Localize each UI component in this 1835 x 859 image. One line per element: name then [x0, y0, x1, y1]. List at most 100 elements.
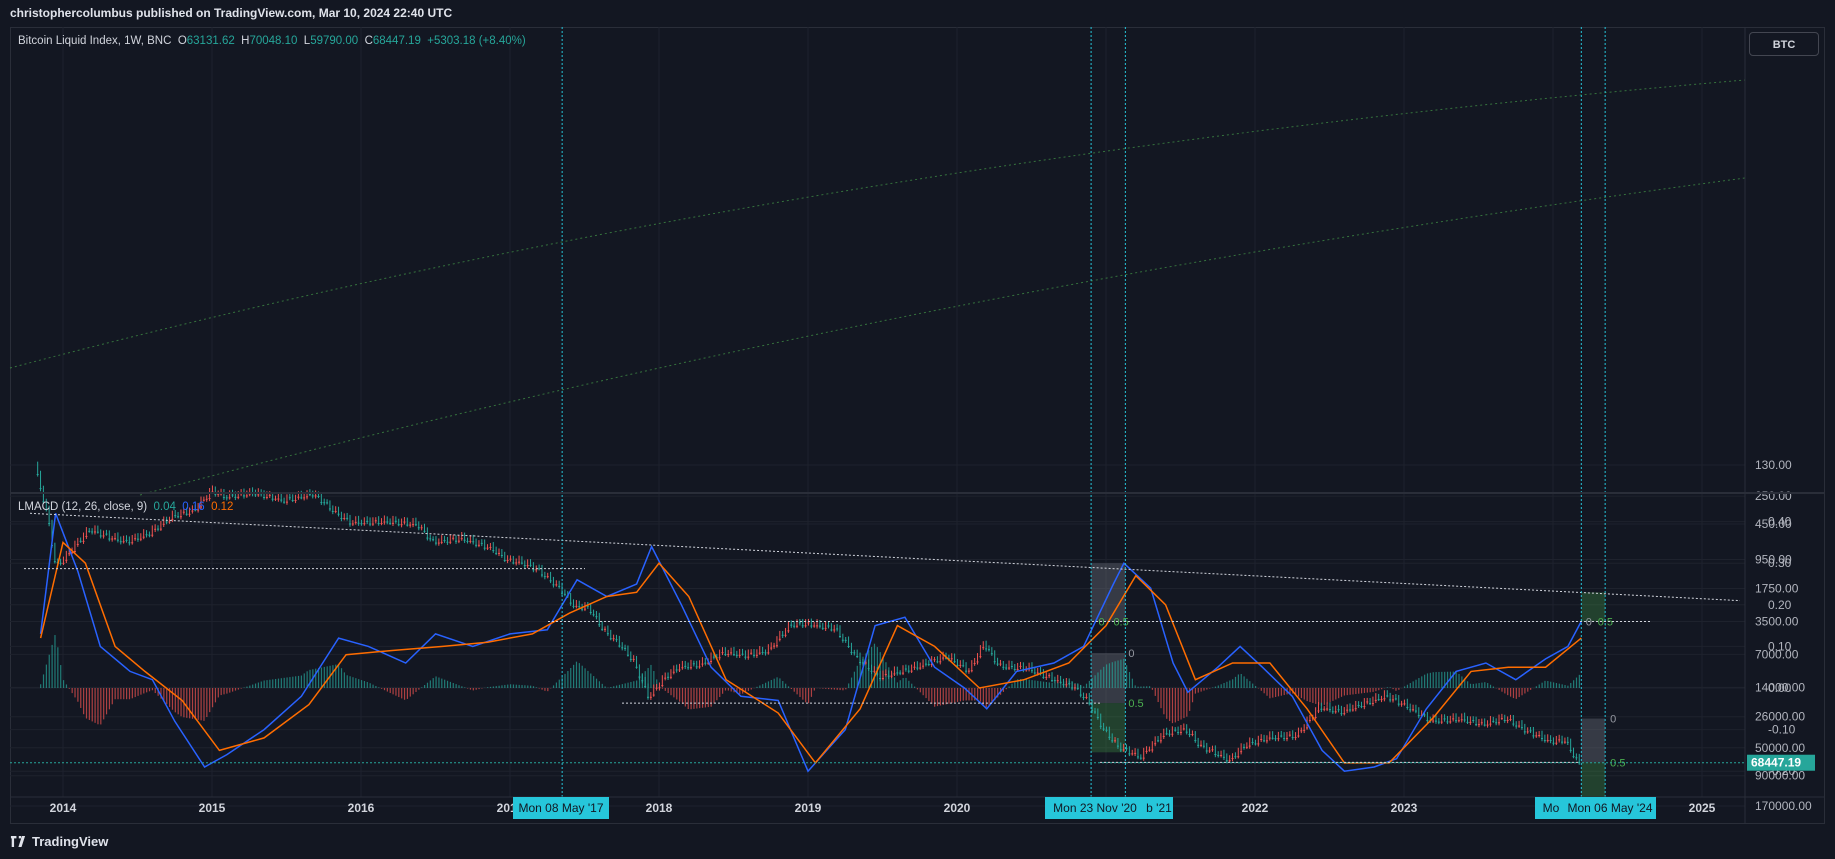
candle-body	[801, 625, 804, 627]
trend-channel	[9, 79, 1746, 496]
candle-body	[472, 541, 475, 543]
candle-body	[79, 540, 82, 542]
candle-body	[463, 539, 466, 541]
tradingview-logo[interactable]: TradingView	[10, 834, 108, 849]
candle-body	[515, 562, 518, 564]
candle-body	[1328, 709, 1331, 711]
candle-body	[973, 663, 976, 665]
candle-body	[727, 654, 730, 656]
candle-body	[1543, 740, 1546, 742]
candle-body	[1546, 740, 1549, 742]
candle-body	[114, 538, 117, 540]
candle-body	[460, 538, 463, 540]
candle-body	[744, 656, 747, 658]
candle-body	[1159, 740, 1162, 742]
candle-body	[495, 552, 498, 554]
candle-body	[225, 497, 228, 499]
candle-body	[383, 521, 386, 523]
high-label: H	[241, 35, 250, 47]
candle-body	[125, 539, 128, 541]
candle-body	[1437, 721, 1440, 723]
candle-body	[1486, 724, 1489, 726]
symbol-tag[interactable]: BTC	[1749, 32, 1819, 56]
candle-body	[283, 501, 286, 503]
candle-body	[1291, 737, 1294, 739]
indicator-tick-label: 0.00	[1768, 681, 1792, 695]
candle-body	[171, 518, 174, 520]
candle-body	[271, 498, 274, 500]
time-marker-2024-a: Mo	[1543, 801, 1560, 815]
candle-body	[761, 652, 764, 654]
candle-body	[827, 625, 830, 627]
candle-body	[1566, 741, 1569, 743]
candle-body	[965, 670, 968, 672]
candle-body	[721, 652, 724, 654]
candle-body	[300, 497, 303, 499]
price-tick-label: 130.00	[1755, 458, 1792, 472]
candle-body	[234, 496, 237, 498]
candle-body	[334, 510, 337, 512]
candle-body	[1128, 753, 1131, 755]
candle-body	[1197, 744, 1200, 746]
candle-body	[927, 664, 930, 666]
candle-body	[197, 509, 200, 511]
candle-body	[1320, 708, 1323, 710]
candle-body	[211, 491, 214, 493]
candle-body	[1323, 708, 1326, 710]
candle-body	[306, 496, 309, 498]
candle-body	[747, 656, 750, 658]
candle-body	[412, 524, 415, 526]
candle-body	[151, 534, 154, 536]
indicator-tick-label: 0.40	[1768, 515, 1792, 529]
symbol-name: Bitcoin Liquid Index, 1W, BNC	[18, 35, 172, 47]
candle-body	[1134, 752, 1137, 754]
candle-body	[148, 534, 151, 536]
candle-body	[194, 509, 197, 511]
candle-body	[813, 625, 816, 627]
candle-body	[1503, 720, 1506, 722]
macd-fib-label-05-2024: 0.5	[1598, 616, 1613, 628]
candle-body	[887, 675, 890, 677]
candle-body	[724, 654, 727, 656]
candle-body	[1283, 738, 1286, 740]
open-label: O	[177, 35, 187, 47]
candle-body	[1194, 740, 1197, 742]
candle-body	[136, 538, 139, 540]
candle-body	[1331, 711, 1334, 713]
macd-fib-label-0-2024: 0	[1586, 616, 1592, 628]
candle-body	[1561, 741, 1564, 743]
candle-body	[838, 635, 841, 637]
year-tick-label: 2023	[1391, 801, 1418, 815]
candle-body	[804, 625, 807, 627]
candle-body	[1217, 755, 1220, 757]
candle-body	[1114, 740, 1117, 742]
candle-body	[199, 506, 202, 508]
candle-body	[1251, 741, 1254, 743]
candle-body	[738, 654, 741, 656]
year-tick-label: 2015	[199, 801, 226, 815]
candle-body	[1093, 711, 1096, 713]
candle-body	[632, 658, 635, 660]
candle-body	[162, 523, 165, 525]
candle-body	[520, 562, 523, 564]
candle-body	[1033, 672, 1036, 674]
candle-body	[518, 561, 521, 563]
candle-body	[348, 523, 351, 525]
candle-body	[586, 605, 589, 607]
candle-body	[1443, 718, 1446, 720]
candle-body	[859, 662, 862, 664]
candle-body	[1242, 746, 1245, 748]
candle-body	[1002, 666, 1005, 668]
change-value: +5303.18 (+8.40%)	[427, 35, 526, 47]
candle-body	[486, 547, 489, 549]
candle-body	[876, 673, 879, 675]
year-tick-label: 2014	[50, 801, 77, 815]
price-tick-label: 450.00	[1755, 517, 1792, 531]
candle-body	[987, 649, 990, 651]
candle-body	[242, 495, 245, 497]
candle-body	[1245, 746, 1248, 748]
candle-body	[1079, 694, 1082, 696]
candle-body	[712, 656, 715, 658]
candle-body	[1016, 668, 1019, 670]
